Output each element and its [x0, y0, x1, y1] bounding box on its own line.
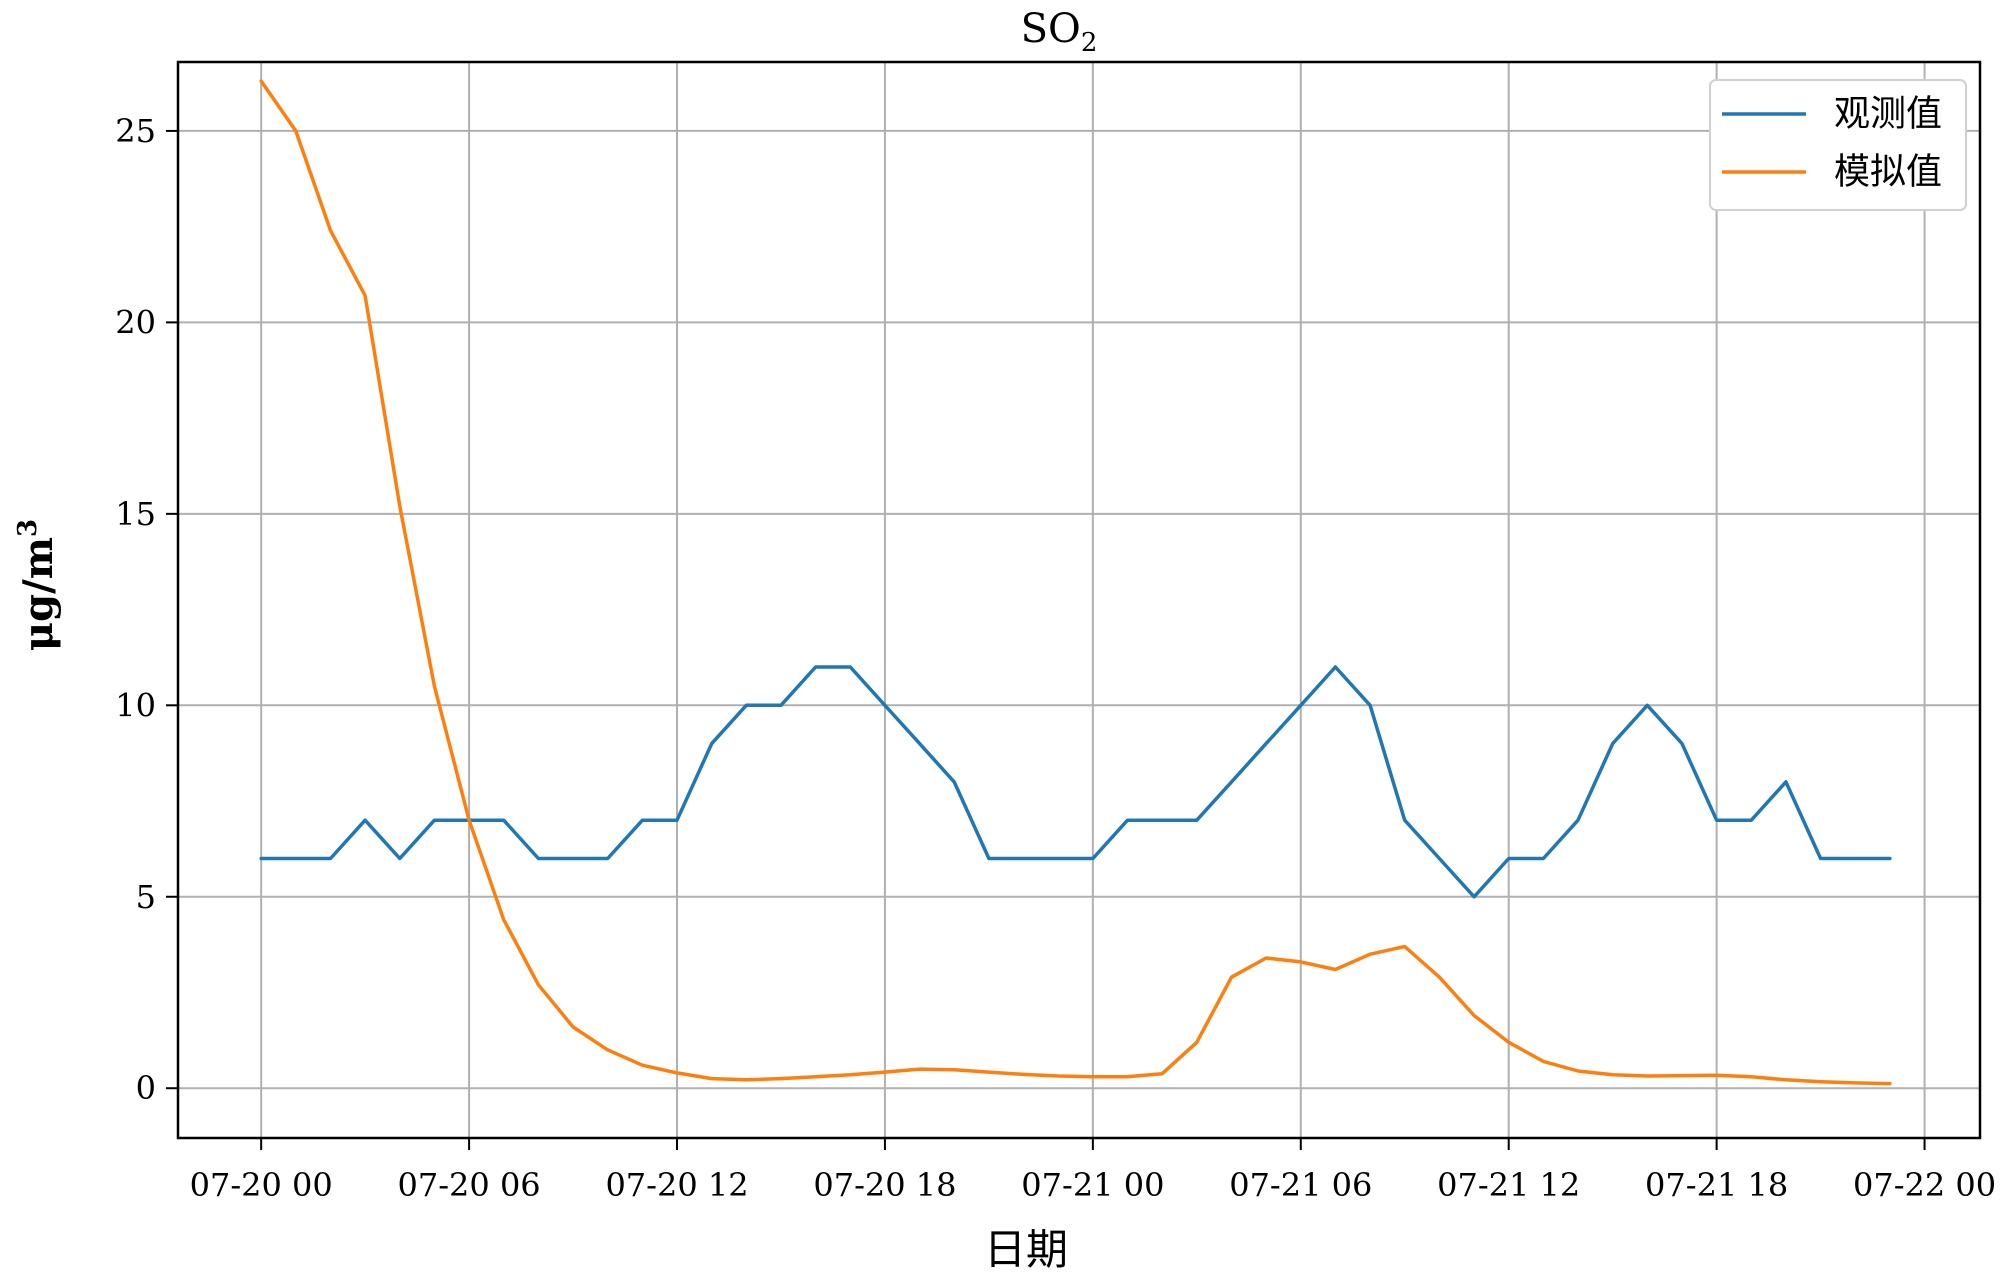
x-axis-title: 日期 — [984, 1225, 1068, 1274]
grid-lines — [178, 62, 1980, 1138]
axis-ticks: 07-20 00 07-20 06 07-20 12 07-20 18 07-21 00… — [115, 112, 1996, 1204]
series-line-observed — [259, 665, 1892, 899]
x-tick-label: 07-21 00 — [1021, 1166, 1164, 1204]
x-tick-label: 07-20 12 — [605, 1166, 748, 1204]
y-tick-label: 20 — [115, 303, 156, 341]
legend: 观测值 模拟值 — [1709, 79, 1967, 211]
x-tick-label: 07-21 06 — [1229, 1166, 1372, 1204]
legend-label-simulated: 模拟值 — [1834, 152, 1942, 193]
y-tick-label: 15 — [115, 495, 156, 533]
x-tick-label: 07-20 00 — [190, 1166, 333, 1204]
series-line-simulated — [259, 79, 1892, 1086]
chart-title-main: SO — [1021, 6, 1081, 52]
y-axis-title-superscript: 3 — [13, 519, 43, 537]
y-tick-label: 10 — [115, 686, 156, 724]
x-tick-label: 07-21 18 — [1645, 1166, 1788, 1204]
y-axis-title: μg/m3 — [13, 519, 62, 651]
y-axis-title-main: μg/m — [15, 537, 62, 651]
y-tick-label: 0 — [136, 1069, 156, 1107]
y-tick-label: 5 — [136, 878, 156, 916]
plot-area-frame — [176, 60, 1982, 1140]
x-tick-label: 07-20 18 — [813, 1166, 956, 1204]
legend-label-observed: 观测值 — [1834, 94, 1942, 135]
chart-title: SO2 — [1021, 6, 1098, 58]
series-lines — [259, 79, 1892, 1086]
chart-title-subscript: 2 — [1081, 28, 1098, 58]
x-tick-label: 07-21 12 — [1437, 1166, 1580, 1204]
x-tick-label: 07-20 06 — [398, 1166, 541, 1204]
y-tick-label: 25 — [115, 112, 156, 150]
x-tick-label: 07-22 00 — [1853, 1166, 1996, 1204]
